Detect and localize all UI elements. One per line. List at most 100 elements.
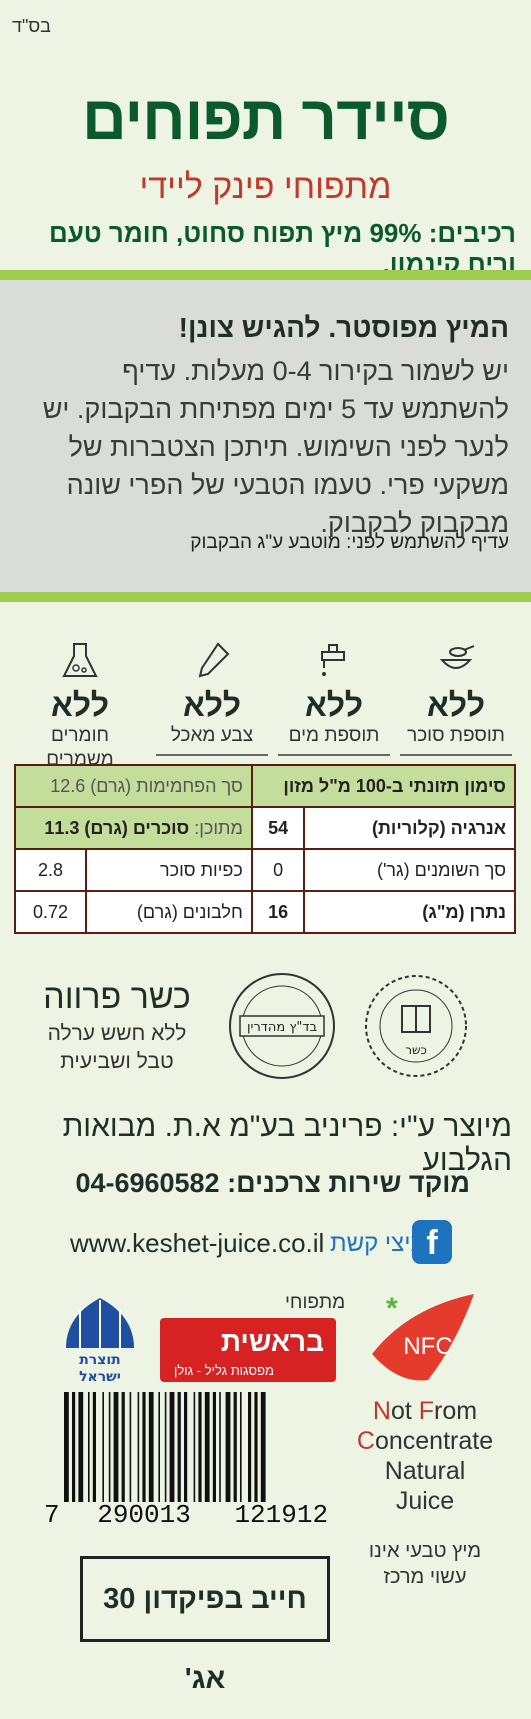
barcode-digit-group: 7	[44, 1500, 60, 1530]
nfc-word: Natural	[384, 1457, 466, 1485]
barcode-bar	[88, 1392, 90, 1502]
flask-icon	[62, 643, 98, 677]
top-green-band	[0, 270, 531, 280]
website-link[interactable]: www.keshet-juice.co.il	[70, 1228, 325, 1258]
row-label: כפיות סוכר	[85, 848, 253, 892]
free-none-label: ללא	[304, 687, 364, 723]
barcode-bar	[158, 1392, 160, 1502]
free-item-label: תוספת סוכר	[407, 725, 505, 746]
barcode-bar	[254, 1392, 258, 1502]
nfc-letter: N	[372, 1397, 391, 1425]
row-value: 2.8	[13, 848, 88, 892]
barcode-bar	[260, 1392, 266, 1502]
nfc-letter: C	[356, 1427, 375, 1455]
free-none-label: ללא	[50, 687, 110, 723]
barcode-bar	[240, 1392, 242, 1502]
free-item-label: תוספת מים	[288, 725, 380, 746]
divider	[156, 754, 268, 756]
barcode-bar	[164, 1392, 167, 1502]
kosher-line-2: טבל ושביעית	[60, 1050, 174, 1073]
barcode-bar	[92, 1392, 96, 1502]
barcode-bar	[148, 1392, 154, 1502]
divider	[278, 754, 390, 756]
nfc-caption: Not From Concentrate Natural Juice	[350, 1396, 500, 1516]
barcode-bar	[219, 1392, 221, 1502]
barcode-bar	[78, 1392, 84, 1502]
nfc-word: ot	[390, 1397, 419, 1425]
star-icon: *	[386, 1292, 398, 1325]
row-label: חלבונים (גרם)	[85, 890, 253, 934]
barcode-bar	[233, 1392, 237, 1502]
product-subtitle: מתפוחי פינק ליידי	[139, 168, 392, 206]
seal-text: כשר	[405, 1043, 427, 1057]
nfc-word: rom	[434, 1397, 478, 1425]
free-none-label: ללא	[426, 687, 486, 723]
nfc-logo-text: NFC	[403, 1333, 452, 1360]
israel-product-logo: תוצרת ישראל	[66, 1298, 134, 1385]
brand-name: בראשית	[220, 1326, 324, 1357]
best-before: עדיף להשתמש לפני: מוטבע ע"ג הבקבוק	[190, 532, 509, 553]
storage-body: יש לשמור בקירור 0-4 מעלות. עדיף להשתמש ע…	[42, 356, 509, 538]
brand-logo: בראשית מפסגות גליל - גולן	[160, 1318, 336, 1382]
barcode-bar	[169, 1392, 175, 1502]
nfc-word: oncentrate	[374, 1427, 494, 1455]
natural-juice-note: מיץ טבעי אינו עשוי מרכז	[368, 1540, 482, 1588]
nutrition-table: סימון תזונתי ב-100 מ"ל מזון סך הפחמימות …	[13, 764, 517, 934]
kosher-title: כשר פרווה	[43, 978, 191, 1016]
brand-sub: מפסגות גליל - גולן	[174, 1363, 274, 1378]
barcode-digit-group: 290013	[97, 1500, 191, 1530]
barcode-bar	[64, 1392, 69, 1502]
water-tap-icon	[321, 644, 345, 676]
nfc-word: Juice	[395, 1487, 455, 1515]
barcode-bar	[198, 1392, 202, 1502]
sugars-label: סוכרים (גרם) 11.3	[44, 817, 190, 838]
facebook-name[interactable]: מיצי קשת	[330, 1230, 427, 1257]
barcode-bar	[204, 1392, 210, 1502]
facebook-icon[interactable]: f	[412, 1220, 452, 1264]
producer-line: מיוצר ע"י: פריניב בע"מ א.ת. מבואות הגלבו…	[62, 1110, 512, 1177]
deposit-box: חייב בפיקדון 30 אג'	[80, 1556, 330, 1695]
barcode-bar	[212, 1392, 216, 1502]
barcode-bar	[142, 1392, 146, 1502]
kosher-seal-rabbinate: כשר	[365, 975, 467, 1077]
nutrition-header: סימון תזונתי ב-100 מ"ל מזון	[250, 764, 517, 808]
carbs-label: סך הפחמימות (גרם) 12.6	[50, 775, 243, 796]
barcode	[64, 1392, 266, 1502]
row-label: נתרן (מ"ג)	[303, 890, 516, 934]
barcode-digit-group: 121912	[234, 1500, 329, 1530]
row-value: 54	[250, 806, 306, 850]
apples-from-label: מתפוחי	[285, 1292, 346, 1313]
row-value: 16	[250, 890, 306, 934]
sugar-bowl-icon	[439, 645, 475, 669]
nfc-letter: F	[418, 1397, 435, 1425]
free-item-label: צבע מאכל	[170, 725, 254, 746]
dropper-icon	[198, 642, 230, 678]
barcode-bar	[108, 1392, 111, 1502]
barcode-bar	[193, 1392, 196, 1502]
barcode-bar	[184, 1392, 188, 1502]
divider	[400, 754, 512, 756]
product-title: סיידר תפוחים	[82, 84, 450, 153]
seal-text: בד"ץ מהדרין	[247, 1020, 317, 1035]
nfc-logo: NFC	[372, 1294, 474, 1381]
bsd-mark: בס"ד	[12, 16, 51, 36]
row-label: סך השומנים (גר')	[303, 848, 516, 892]
barcode-bar	[248, 1392, 252, 1502]
barcode-bar	[129, 1392, 132, 1502]
bottom-green-band	[0, 592, 531, 602]
il-bottom-text: ישראל	[79, 1369, 121, 1385]
il-top-text: תוצרת	[79, 1352, 121, 1368]
row-value: 0.72	[13, 890, 88, 934]
carbs-cell: סך הפחמימות (גרם) 12.6	[14, 764, 253, 808]
storage-panel	[0, 280, 531, 592]
row-label: אנרגיה (קלוריות)	[303, 806, 516, 850]
free-from-color: ללא צבע מאכל	[156, 640, 268, 756]
barcode-bar	[225, 1392, 231, 1502]
barcode-bar	[177, 1392, 181, 1502]
sugars-prefix: מתוכן:	[194, 817, 243, 838]
barcode-digits: 7 290013 121912	[44, 1500, 344, 1530]
hotline-line: מוקד שירות צרכנים: 04-6960582	[75, 1168, 470, 1198]
free-from-water: ללא תוספת מים	[278, 640, 390, 756]
kosher-line-1: ללא חשש ערלה	[47, 1022, 187, 1045]
barcode-bar	[102, 1392, 104, 1502]
